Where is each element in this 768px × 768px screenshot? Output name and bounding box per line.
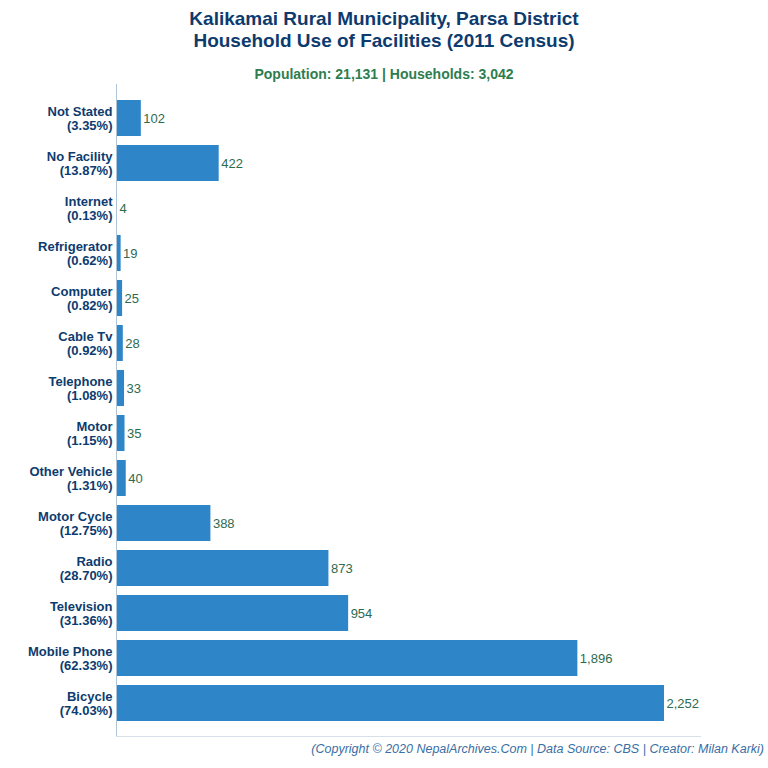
svg-text:Motor Cycle(12.75%): Motor Cycle(12.75%) (38, 509, 112, 538)
svg-text:33: 33 (127, 381, 141, 396)
svg-text:422: 422 (221, 156, 243, 171)
html-text:Kalikamai Rural Municipality,: Kalikamai Rural Municipality, Parsa Dist… (189, 8, 579, 51)
svg-text:Motor(1.15%): Motor(1.15%) (67, 419, 113, 448)
svg-text:19: 19 (123, 246, 137, 261)
svg-text:1,896: 1,896 (580, 651, 613, 666)
svg-text:28: 28 (125, 336, 139, 351)
svg-text:388: 388 (213, 516, 235, 531)
svg-text:954: 954 (351, 606, 373, 621)
svg-text:4: 4 (119, 201, 126, 216)
svg-text:Computer(0.82%): Computer(0.82%) (51, 284, 112, 313)
svg-text:Telephone(1.08%): Telephone(1.08%) (48, 374, 112, 403)
svg-text:35: 35 (127, 426, 141, 441)
svg-text:Not Stated(3.35%): Not Stated(3.35%) (48, 104, 113, 133)
svg-text:2,252: 2,252 (666, 696, 699, 711)
svg-text:Internet(0.13%): Internet(0.13%) (65, 194, 113, 223)
svg-text:Other Vehicle(1.31%): Other Vehicle(1.31%) (29, 464, 112, 493)
svg-text:Bicycle(74.03%): Bicycle(74.03%) (60, 689, 113, 718)
svg-text:102: 102 (143, 111, 165, 126)
svg-text:Mobile Phone(62.33%): Mobile Phone(62.33%) (28, 644, 113, 673)
svg-text:Radio(28.70%): Radio(28.70%) (60, 554, 113, 583)
svg-text:25: 25 (125, 291, 139, 306)
svg-text:No Facility(13.87%): No Facility(13.87%) (47, 149, 114, 178)
svg-text:Refrigerator(0.62%): Refrigerator(0.62%) (38, 239, 112, 268)
svg-text:873: 873 (331, 561, 353, 576)
svg-text:40: 40 (128, 471, 142, 486)
html-text:(Copyright © 2020 NepalArchive: (Copyright © 2020 NepalArchives.Com | Da… (311, 742, 764, 756)
svg-text:Cable Tv(0.92%): Cable Tv(0.92%) (58, 329, 113, 358)
html-text:Population: 21,131 | Household: Population: 21,131 | Households: 3,042 (254, 66, 514, 82)
svg-text:Television(31.36%): Television(31.36%) (50, 599, 113, 628)
